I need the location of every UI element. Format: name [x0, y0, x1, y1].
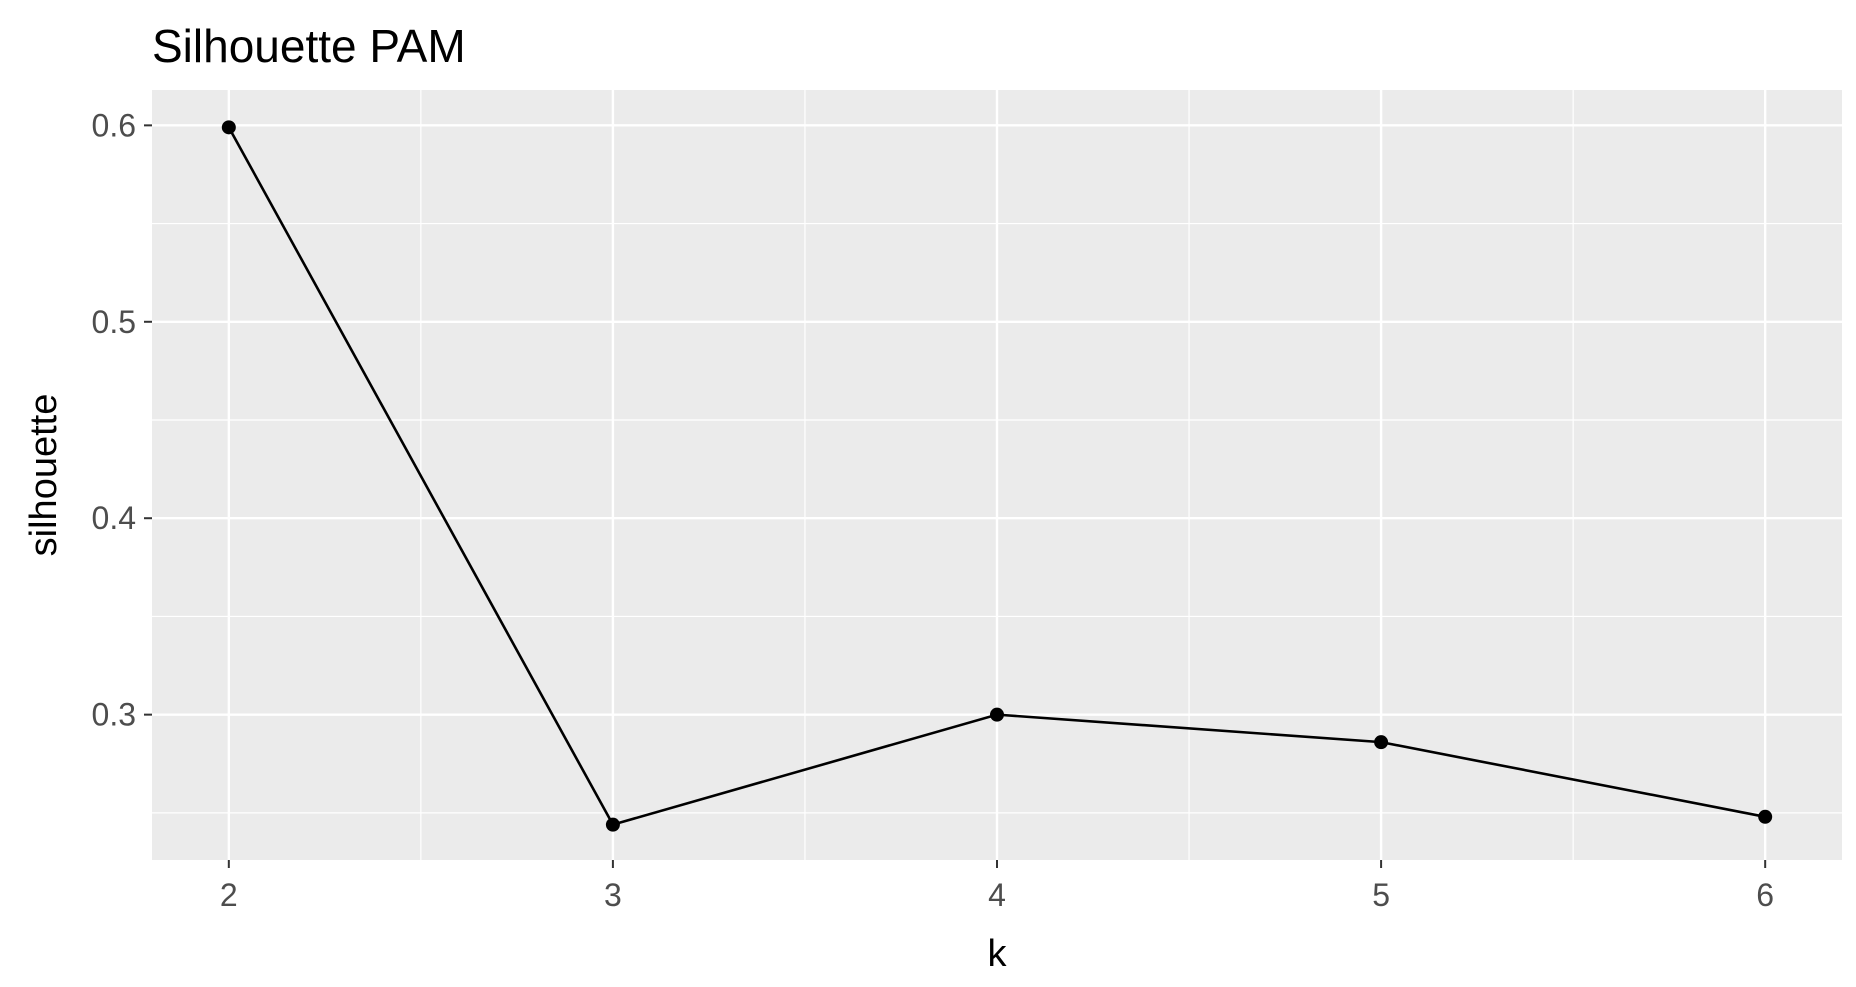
data-point-k-2	[221, 120, 236, 135]
chart-title: Silhouette PAM	[152, 20, 466, 72]
x-tick-label-3: 5	[1372, 877, 1390, 913]
series-layer	[221, 120, 1773, 832]
y-axis-title: silhouette	[23, 394, 65, 557]
y-tick-label-3: 0.6	[92, 107, 136, 143]
x-axis-ticks: 2 3 4 5 6	[220, 860, 1774, 913]
data-point-k-3	[605, 817, 620, 832]
data-point-k-4	[990, 707, 1004, 722]
data-point-k-5	[1374, 735, 1389, 750]
y-tick-label-0: 0.3	[92, 697, 136, 733]
data-point-k-6	[1758, 809, 1773, 824]
y-axis-ticks: 0.3 0.4 0.5 0.6	[92, 107, 152, 733]
x-tick-label-1: 3	[604, 877, 622, 913]
y-tick-label-2: 0.5	[92, 304, 136, 340]
x-tick-label-2: 4	[988, 877, 1006, 913]
x-tick-label-0: 2	[220, 877, 238, 913]
x-tick-label-4: 6	[1756, 877, 1774, 913]
x-axis-title: k	[988, 933, 1008, 975]
y-tick-label-1: 0.4	[92, 500, 136, 536]
